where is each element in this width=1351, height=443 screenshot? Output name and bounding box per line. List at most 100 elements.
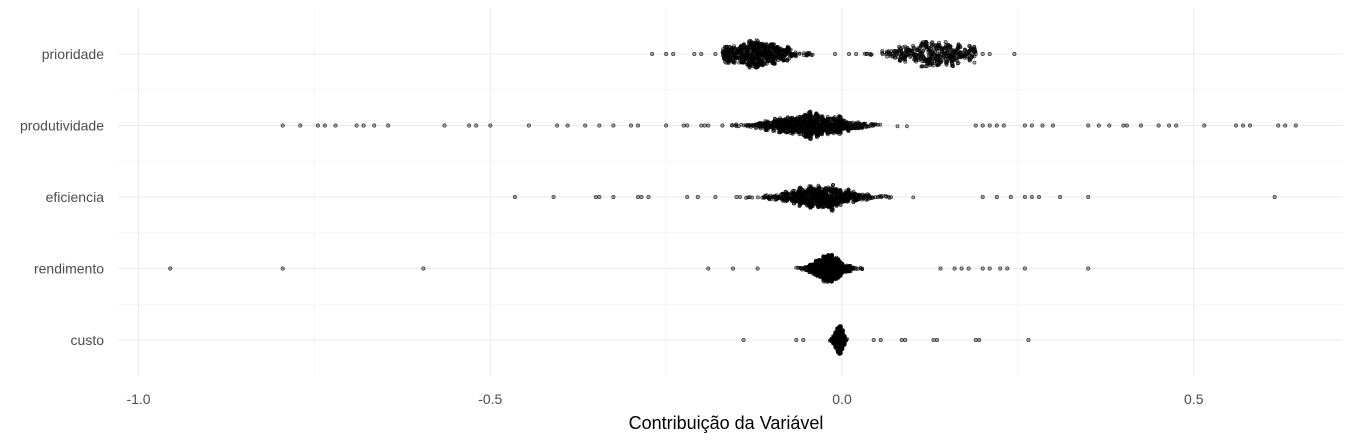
data-point <box>802 53 806 58</box>
data-point <box>812 128 817 133</box>
data-point <box>793 53 798 58</box>
data-point <box>771 194 776 199</box>
data-point <box>824 121 829 125</box>
data-point <box>756 195 760 200</box>
outlier-point <box>801 337 806 342</box>
data-point <box>785 58 790 63</box>
data-point <box>785 57 790 62</box>
outlier-point <box>695 195 700 200</box>
data-point <box>764 127 768 132</box>
data-point <box>810 186 814 191</box>
data-point <box>808 112 813 117</box>
outlier-point <box>442 123 447 128</box>
data-point <box>838 115 843 119</box>
data-point <box>846 127 851 132</box>
outlier-point <box>1107 123 1112 128</box>
data-point <box>957 51 961 56</box>
outlier-point <box>597 123 602 128</box>
data-point <box>899 48 904 53</box>
data-point <box>916 52 921 57</box>
data-point <box>805 53 810 58</box>
outlier-point <box>1001 123 1006 128</box>
data-point <box>809 133 813 138</box>
data-point <box>905 124 909 129</box>
data-point <box>836 201 840 206</box>
outlier-point <box>899 337 904 342</box>
data-point <box>827 195 832 200</box>
data-point <box>778 127 783 132</box>
data-point <box>762 62 766 66</box>
data-point <box>751 56 756 60</box>
data-point <box>951 50 955 54</box>
data-point <box>747 59 752 64</box>
outlier-point <box>664 123 669 128</box>
data-point <box>781 54 786 58</box>
outlier-point <box>280 123 285 128</box>
outlier-point <box>713 195 718 200</box>
outlier-point <box>467 123 472 128</box>
data-point <box>766 120 770 125</box>
outlier-point <box>934 337 939 342</box>
data-point <box>805 121 810 126</box>
data-point <box>929 53 934 58</box>
data-point <box>887 195 892 200</box>
data-point <box>800 198 804 203</box>
data-point <box>921 40 925 45</box>
data-point <box>766 58 771 63</box>
data-point <box>833 119 838 124</box>
data-point <box>780 191 785 196</box>
data-point <box>770 53 775 58</box>
data-point <box>740 55 745 60</box>
data-point <box>915 48 920 52</box>
data-point <box>951 54 956 59</box>
outlier-point <box>854 51 859 56</box>
data-point <box>800 193 805 198</box>
data-point <box>799 266 803 270</box>
outlier-point <box>1156 123 1161 128</box>
data-point <box>847 121 852 126</box>
data-point <box>821 264 826 269</box>
data-point <box>780 47 785 52</box>
y-tick-label: rendimento <box>34 261 104 277</box>
outlier-point <box>692 51 697 56</box>
data-point <box>929 44 934 48</box>
data-point <box>830 257 835 262</box>
outlier-point <box>730 266 735 271</box>
data-point <box>945 60 950 64</box>
data-point <box>781 58 786 62</box>
data-point <box>912 55 917 59</box>
outlier-point <box>755 266 760 271</box>
outlier-point <box>611 123 616 128</box>
data-point <box>762 47 767 52</box>
data-point <box>821 192 826 197</box>
data-point <box>732 53 737 57</box>
outlier-point <box>871 337 876 342</box>
data-point <box>833 187 838 192</box>
data-point <box>908 55 913 59</box>
outlier-point <box>1086 195 1091 200</box>
data-point <box>808 124 813 129</box>
y-tick-label: produtividade <box>20 118 104 134</box>
grid-lines <box>118 8 1343 376</box>
outlier-point <box>973 51 978 56</box>
data-point <box>800 129 805 134</box>
outlier-point <box>1005 266 1010 271</box>
outlier-point <box>1022 195 1027 200</box>
data-point <box>841 197 846 202</box>
data-point <box>809 202 814 207</box>
data-point <box>822 270 827 275</box>
data-point <box>939 47 944 52</box>
data-point <box>733 56 738 60</box>
outlier-point <box>931 337 936 342</box>
outlier-point <box>551 195 556 200</box>
outlier-point <box>1012 51 1017 56</box>
y-tick-labels: prioridade produtividade eficiencia rendime… <box>20 46 104 348</box>
data-point <box>722 57 727 61</box>
outlier-point <box>1022 123 1027 128</box>
outlier-point <box>980 123 985 128</box>
outlier-point <box>973 337 978 342</box>
data-point <box>860 196 865 201</box>
outlier-point <box>664 51 669 56</box>
data-point <box>839 262 844 267</box>
data-point <box>732 59 737 64</box>
